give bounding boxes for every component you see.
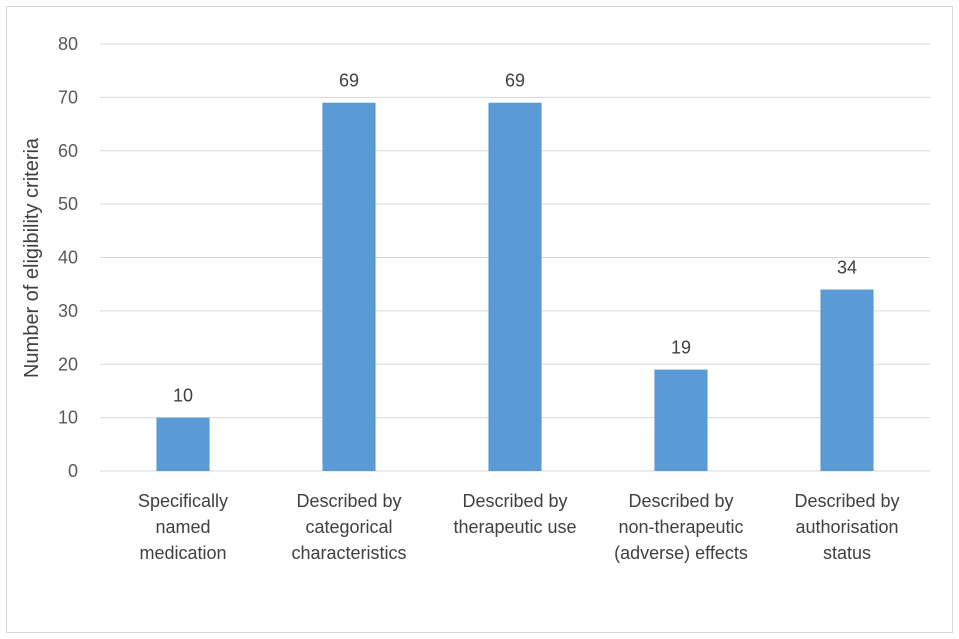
bar	[488, 102, 542, 472]
x-category-label: Described by authorisation status	[794, 491, 899, 563]
y-tick-label: 60	[58, 141, 78, 161]
data-label: 10	[173, 386, 193, 406]
data-label: 69	[339, 71, 359, 91]
x-category-label: Described by non-therapeutic (adverse) eff…	[614, 491, 748, 563]
y-tick-label: 70	[58, 87, 78, 107]
x-category-label: Specifically named medication	[138, 491, 228, 563]
bar	[322, 102, 376, 472]
data-label: 69	[505, 71, 525, 91]
x-category-label: Described by therapeutic use	[453, 491, 576, 537]
x-axis-category-labels: Specifically named medication Described by c…	[138, 491, 900, 563]
data-labels: 10 69 69 19 34	[173, 71, 857, 406]
bar	[156, 417, 210, 471]
y-tick-label: 50	[58, 194, 78, 214]
data-label: 19	[671, 338, 691, 358]
y-axis-ticks: 0 10 20 30 40 50 60 70 80	[58, 34, 78, 481]
data-label: 34	[837, 258, 857, 278]
bar	[654, 369, 708, 471]
y-tick-label: 80	[58, 34, 78, 54]
y-tick-label: 0	[68, 461, 78, 481]
chart-frame	[6, 6, 953, 633]
bar	[820, 289, 874, 471]
y-tick-label: 20	[58, 354, 78, 374]
bars	[156, 102, 874, 472]
y-axis-title: Number of eligibility criteria	[21, 137, 43, 378]
y-tick-label: 30	[58, 301, 78, 321]
x-category-label: Described by categorical characteristics	[291, 491, 406, 563]
y-tick-label: 40	[58, 248, 78, 268]
y-tick-label: 10	[58, 408, 78, 428]
